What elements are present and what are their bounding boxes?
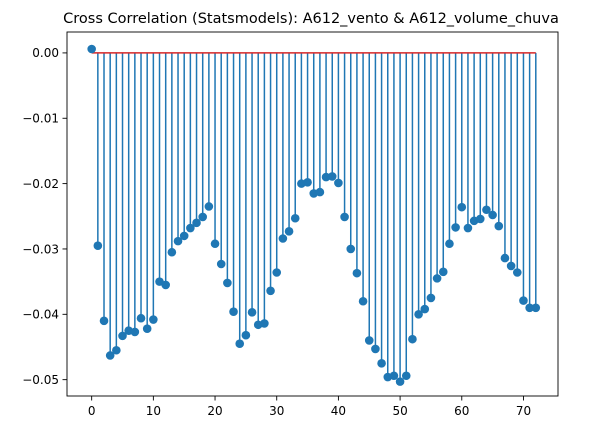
stem-marker bbox=[371, 344, 380, 354]
stem-marker bbox=[414, 310, 423, 319]
stem-marker bbox=[408, 334, 417, 344]
stem-marker bbox=[235, 339, 245, 349]
stem-marker bbox=[161, 280, 170, 290]
x-tick-label: 50 bbox=[392, 404, 407, 418]
stem-marker bbox=[204, 202, 214, 211]
stem-marker bbox=[340, 212, 349, 222]
stem-marker bbox=[87, 44, 96, 54]
stem-marker bbox=[93, 241, 103, 250]
stem-marker bbox=[130, 327, 140, 337]
stem-marker bbox=[519, 296, 528, 305]
stem-marker bbox=[278, 234, 288, 243]
stem-marker bbox=[482, 205, 491, 215]
stem-marker bbox=[358, 296, 368, 306]
stem-marker bbox=[494, 221, 504, 231]
y-tick-label: −0.03 bbox=[22, 242, 59, 256]
chart-title: Cross Correlation (Statsmodels): A612_ve… bbox=[63, 11, 559, 27]
stem-marker bbox=[389, 371, 399, 381]
stem-marker bbox=[457, 202, 467, 212]
stem-marker bbox=[105, 351, 115, 360]
stem-marker bbox=[475, 214, 485, 224]
x-tick-label: 60 bbox=[454, 404, 469, 418]
y-tick-label: −0.02 bbox=[22, 177, 59, 191]
stem-marker bbox=[216, 259, 226, 269]
stem-marker bbox=[445, 239, 454, 249]
stem-marker bbox=[266, 286, 275, 296]
stem-marker bbox=[506, 261, 516, 271]
stem-marker bbox=[420, 304, 430, 314]
stem-marker bbox=[525, 303, 534, 313]
x-tick-label: 0 bbox=[88, 404, 96, 418]
axes-frame bbox=[66, 31, 559, 397]
stem-marker bbox=[438, 267, 448, 277]
stem-marker bbox=[192, 218, 201, 228]
stem-marker bbox=[377, 359, 386, 368]
stem-marker bbox=[352, 268, 362, 278]
stem-marker bbox=[99, 316, 109, 326]
x-tick-label: 20 bbox=[207, 404, 222, 418]
stem-marker bbox=[315, 187, 325, 197]
stem-marker bbox=[210, 239, 220, 249]
x-tick-label: 10 bbox=[146, 404, 161, 418]
stem-marker bbox=[136, 313, 146, 323]
y-tick-label: −0.05 bbox=[22, 373, 59, 387]
stem-marker bbox=[463, 223, 473, 233]
stem-marker bbox=[223, 278, 232, 288]
y-axis: 0.00 −0.01 −0.02 −0.03 −0.04 −0.05 bbox=[22, 46, 67, 387]
stem-marker bbox=[426, 293, 436, 303]
stem-marker bbox=[364, 336, 374, 345]
stem-marker bbox=[179, 231, 189, 241]
stem-marker bbox=[247, 308, 257, 317]
stem-marker bbox=[327, 172, 337, 181]
x-tick-label: 40 bbox=[331, 404, 346, 418]
stem-marker bbox=[272, 268, 282, 277]
stem-marker bbox=[167, 247, 177, 257]
stem-marker bbox=[303, 178, 312, 187]
stem-marker bbox=[260, 319, 269, 328]
x-axis: 0 10 20 30 40 50 60 70 bbox=[88, 396, 531, 418]
stem-marker bbox=[531, 303, 541, 313]
stem-marker bbox=[451, 223, 460, 232]
stem-marker bbox=[512, 268, 522, 277]
stem-marker bbox=[488, 210, 497, 220]
stem-marker bbox=[432, 274, 442, 283]
stem-marker bbox=[118, 331, 127, 341]
stem-marker bbox=[173, 236, 183, 246]
stem-marker bbox=[334, 178, 343, 188]
stem-marker bbox=[395, 377, 405, 386]
x-tick-label: 30 bbox=[269, 404, 284, 418]
stem-marker bbox=[284, 227, 294, 236]
stem-marker bbox=[229, 307, 238, 316]
y-tick-label: −0.04 bbox=[22, 308, 59, 322]
stem-marker bbox=[112, 345, 121, 355]
stem-marker bbox=[241, 330, 251, 340]
stem-marker bbox=[186, 223, 195, 233]
stem-marker bbox=[149, 315, 158, 324]
y-tick-label: 0.00 bbox=[32, 46, 59, 60]
stem-marker bbox=[401, 371, 411, 381]
stem-marker bbox=[142, 324, 152, 333]
y-tick-label: −0.01 bbox=[22, 112, 59, 126]
stem-marker bbox=[290, 213, 300, 223]
chart-marks bbox=[87, 44, 541, 386]
stem-marker bbox=[500, 253, 510, 263]
stem-marker bbox=[346, 244, 356, 254]
stem-marker bbox=[198, 212, 208, 222]
x-tick-label: 70 bbox=[516, 404, 531, 418]
